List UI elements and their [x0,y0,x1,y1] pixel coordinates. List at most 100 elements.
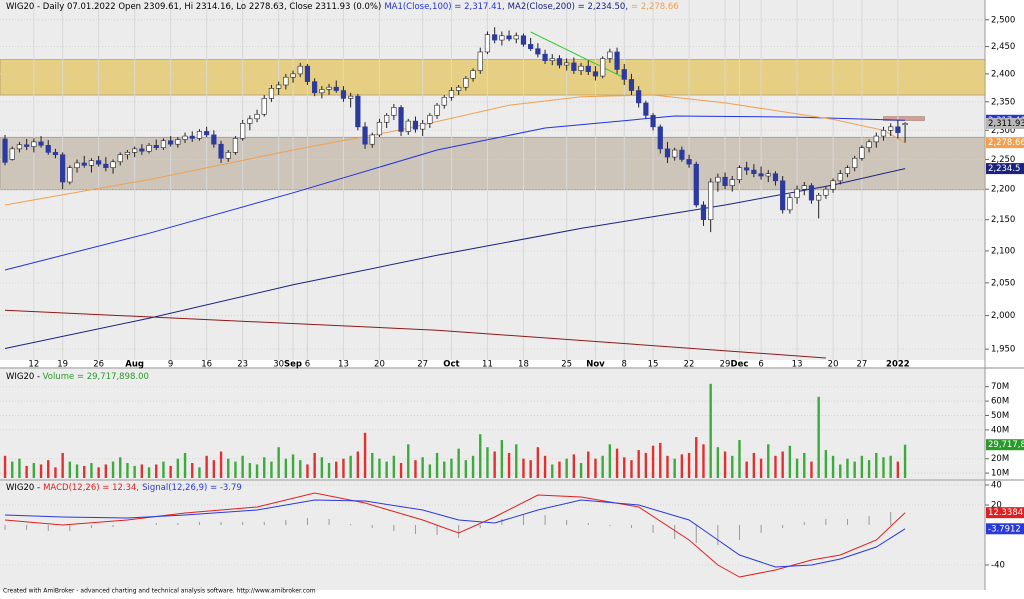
volume-bar [155,464,158,478]
volume-bar [846,458,849,478]
volume-bar [630,460,633,478]
overlay-line [530,31,625,79]
value-box [986,117,1024,129]
volume-bar [471,455,475,478]
volume-bar [234,461,237,478]
candle-body [204,131,210,136]
candle-body [722,176,728,186]
y-tick-label: 20M [991,454,1009,464]
candle-body [326,86,332,90]
volume-bar [745,461,748,478]
volume-bar [75,464,79,478]
candle-body [830,180,836,190]
x-tick-label: 8 [622,360,627,370]
value-box-label: 2,311.93 [988,119,1024,129]
volume-bar [111,461,115,478]
candle-body [124,152,131,156]
volume-bar [551,464,554,478]
volume-bar [543,455,547,478]
volume-bar [810,461,813,478]
candle-body [564,62,570,66]
volume-bar [205,455,208,478]
candle-body [895,126,901,133]
candle-body [340,90,347,99]
volume-bar [572,454,576,478]
candle-body [585,65,591,72]
volume-bar [414,460,417,478]
x-tick-label: 19 [57,360,68,370]
candle-body [96,160,102,165]
volume-bar [443,461,446,478]
volume-bar [320,457,324,478]
volume-bar [3,455,7,478]
candle-body [600,58,606,77]
volume-bar [133,465,136,478]
volume-bar [867,460,871,478]
x-tick-label: 15 [648,360,659,370]
candle-body [74,162,80,169]
candle-body [110,161,116,169]
y-tick-label: 2,100 [991,246,1015,256]
candle-body [196,131,203,139]
candle-body [780,180,786,211]
candle-body [240,123,246,139]
volume-bar [227,458,230,478]
volume-bar [299,460,302,478]
candle-body [261,98,267,115]
value-box-label: 2,278.66 [988,138,1024,148]
candle-body [304,65,311,82]
volume-pane [0,369,985,479]
volume-bar [759,458,763,478]
candle-body [384,115,390,123]
candle-body [16,144,23,150]
header-text: WIG20 - Daily 07.01.2022 Open 2309.61, H… [6,2,381,12]
y-tick-label: 2,450 [991,42,1015,52]
volume-bar [565,458,568,478]
candle-body [189,135,195,139]
header-text: Signal(12,26,9) = -3.79 [142,483,242,493]
value-box-label: 12.3384 [988,508,1023,518]
volume-bar [522,458,525,478]
candle-body [420,123,426,130]
volume-bar [191,463,194,478]
x-tick-label: 6 [305,360,310,370]
pane-header: WIG20 - Daily 07.01.2022 Open 2309.61, H… [6,2,679,12]
volume-bar [25,465,28,478]
candle-body [499,35,505,41]
volume-bar [529,460,532,478]
candle-body [528,44,534,50]
x-tick-label: 9 [168,360,173,370]
candle-body [225,152,231,159]
pane-header: WIG20 - Volume = 29,717,898.00 [6,372,149,382]
volume-bar [594,458,597,478]
x-tick-label: Oct [443,360,459,370]
candle-body [132,148,138,153]
overlay-line [4,115,906,271]
volume-bar [104,464,108,478]
candle-body [679,149,685,160]
candle-body [758,173,764,177]
volume-bar [659,442,662,478]
candle-body [816,194,822,201]
candle-body [434,104,440,116]
volume-bar [817,396,820,478]
volume-bar [767,444,770,478]
candle-body [9,148,15,160]
volume-bar [349,455,352,478]
candle-body [168,140,174,145]
candle-body [38,141,44,146]
volume-bar [464,460,468,478]
candle-body [708,181,714,221]
candle-body [888,126,894,131]
candle-body [232,138,239,153]
candle-body [247,118,253,124]
y-tick-label: 2,150 [991,215,1015,225]
candle-body [182,135,188,140]
indicator-line [4,492,906,578]
candle-body [355,95,361,128]
candle-body [31,141,37,147]
volume-bar [435,452,439,478]
volume-bar [723,451,727,478]
candle-body [477,51,483,71]
candle-body [571,62,577,71]
